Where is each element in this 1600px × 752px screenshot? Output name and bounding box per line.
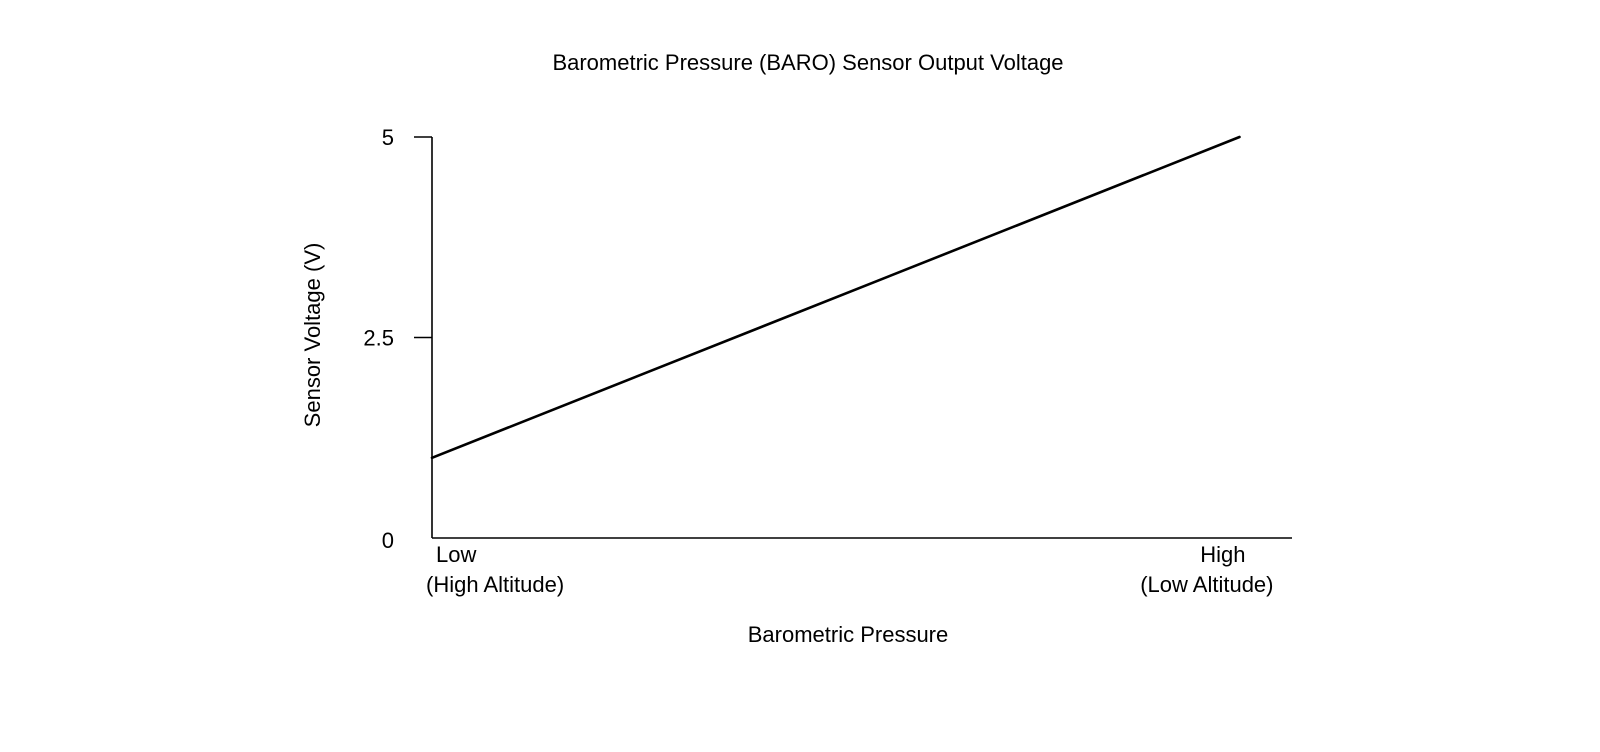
y-axis-label: Sensor Voltage (V) bbox=[300, 243, 325, 428]
x-tick-label: Low bbox=[436, 542, 476, 567]
axes bbox=[431, 137, 1292, 539]
chart-title: Barometric Pressure (BARO) Sensor Output… bbox=[552, 50, 1063, 75]
x-tick-label: (High Altitude) bbox=[426, 572, 564, 597]
series-line-0 bbox=[430, 135, 1241, 460]
x-ticks: Low (High Altitude) High (Low Altitude) bbox=[426, 542, 1274, 597]
series-layer bbox=[430, 135, 1241, 460]
x-tick-label: High bbox=[1200, 542, 1245, 567]
y-tick-label: 2.5 bbox=[363, 326, 394, 351]
x-axis-label: Barometric Pressure bbox=[748, 622, 949, 647]
y-tick-label: 0 bbox=[382, 528, 394, 553]
y-tick-label: 5 bbox=[382, 125, 394, 150]
x-tick-label: (Low Altitude) bbox=[1140, 572, 1273, 597]
y-ticks: 02.55 bbox=[363, 125, 432, 553]
